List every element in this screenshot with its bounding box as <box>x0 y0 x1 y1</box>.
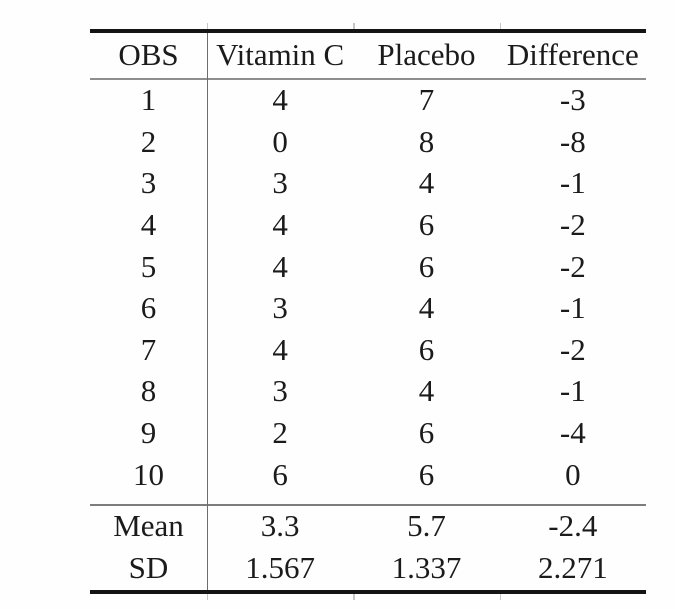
placebo-cell: 7 <box>418 82 435 118</box>
table-row: 6 3 4 -1 <box>90 288 646 330</box>
difference-cell: -2 <box>559 248 586 284</box>
column-border-stub <box>353 23 355 29</box>
placebo-cell: 6 <box>418 207 435 243</box>
difference-cell: 0 <box>565 456 581 492</box>
column-header-obs: OBS <box>118 37 179 72</box>
table-row: 3 3 4 -1 <box>90 163 646 205</box>
obs-cell: 1 <box>140 82 157 118</box>
obs-column-divider <box>206 33 208 590</box>
vitamin-c-cell: 3 <box>272 290 288 326</box>
sd-placebo-cell: 1.337 <box>391 550 462 586</box>
table-row: 9 2 6 -4 <box>90 413 646 455</box>
table-row: 1 4 7 -3 <box>90 80 646 122</box>
placebo-cell: 6 <box>418 248 435 284</box>
placebo-cell: 6 <box>418 456 435 492</box>
table-row: 10 6 6 0 <box>90 454 646 496</box>
obs-cell: 6 <box>140 290 157 326</box>
column-header-vitamin-c: Vitamin C <box>216 37 345 72</box>
sd-label-cell: SD <box>128 550 169 586</box>
placebo-cell: 8 <box>418 123 435 159</box>
column-header-difference: Difference <box>506 37 639 72</box>
header-row: OBS Vitamin C Placebo Difference <box>90 33 646 78</box>
column-border-stub <box>206 23 208 29</box>
vitamin-c-cell: 4 <box>272 331 288 367</box>
table-row: 4 4 6 -2 <box>90 205 646 247</box>
sd-difference-cell: 2.271 <box>537 550 608 586</box>
column-border-stub <box>206 593 208 600</box>
table-row: 2 0 8 -8 <box>90 122 646 164</box>
difference-cell: -2 <box>559 331 586 367</box>
vitamin-c-cell: 0 <box>272 123 288 159</box>
placebo-cell: 4 <box>418 165 435 201</box>
difference-cell: -1 <box>559 290 586 326</box>
table-row: 7 4 6 -2 <box>90 330 646 372</box>
table-top-rule <box>90 29 646 33</box>
mean-difference-cell: -2.4 <box>548 508 598 544</box>
difference-cell: -8 <box>559 123 586 159</box>
mean-label-cell: Mean <box>113 508 184 544</box>
obs-cell: 3 <box>140 165 157 201</box>
vitamin-c-cell: 2 <box>272 415 288 451</box>
obs-cell: 9 <box>140 415 157 451</box>
obs-cell: 8 <box>140 373 157 409</box>
summary-separator-rule <box>90 503 646 506</box>
table-bottom-rule <box>90 589 646 594</box>
vitamin-c-cell: 6 <box>272 456 288 492</box>
placebo-cell: 6 <box>418 331 435 367</box>
column-border-stub <box>353 593 355 600</box>
difference-cell: -1 <box>559 373 586 409</box>
data-table: OBS Vitamin C Placebo Difference 1 4 7 -… <box>90 23 646 600</box>
vitamin-c-cell: 3 <box>272 165 288 201</box>
vitamin-c-cell: 4 <box>272 82 288 118</box>
placebo-cell: 6 <box>418 415 435 451</box>
difference-cell: -1 <box>559 165 586 201</box>
table-row: 8 3 4 -1 <box>90 371 646 413</box>
difference-cell: -3 <box>559 82 586 118</box>
obs-cell: 7 <box>140 331 157 367</box>
difference-cell: -4 <box>559 415 586 451</box>
difference-cell: -2 <box>559 207 586 243</box>
vitamin-c-cell: 3 <box>272 373 288 409</box>
sd-vitamin-c-cell: 1.567 <box>245 550 316 586</box>
row-spacer <box>90 496 646 504</box>
obs-cell: 10 <box>133 456 164 492</box>
mean-row: Mean 3.3 5.7 -2.4 <box>90 506 646 548</box>
mean-placebo-cell: 5.7 <box>407 508 446 544</box>
column-border-stub <box>499 593 501 600</box>
header-separator-rule <box>90 78 646 80</box>
column-header-placebo: Placebo <box>377 37 476 72</box>
mean-vitamin-c-cell: 3.3 <box>260 508 300 544</box>
obs-cell: 2 <box>140 123 157 159</box>
vitamin-c-cell: 4 <box>272 207 288 243</box>
vitamin-c-cell: 4 <box>272 248 288 284</box>
obs-cell: 5 <box>140 248 157 284</box>
column-border-stub <box>499 23 501 29</box>
obs-cell: 4 <box>140 207 157 243</box>
table-row: 5 4 6 -2 <box>90 246 646 288</box>
placebo-cell: 4 <box>418 290 435 326</box>
sd-row: SD 1.567 1.337 2.271 <box>90 548 646 590</box>
placebo-cell: 4 <box>418 373 435 409</box>
